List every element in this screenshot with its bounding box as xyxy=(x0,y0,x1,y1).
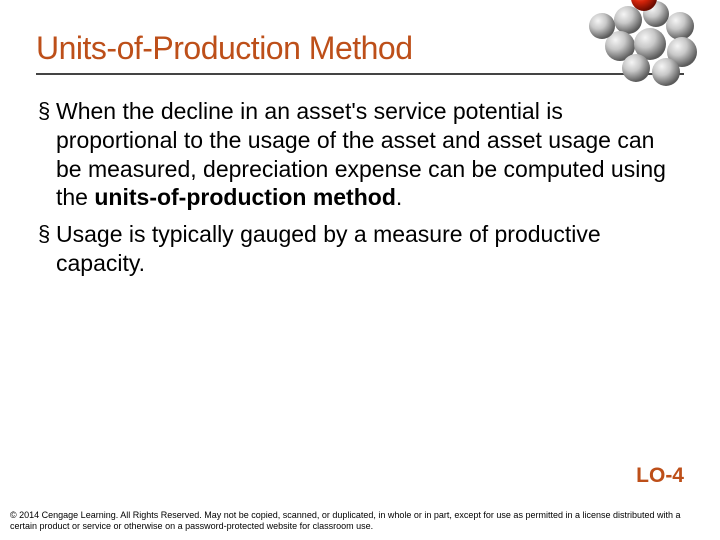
bullet-item: When the decline in an asset's service p… xyxy=(38,97,678,212)
bullet-text: . xyxy=(396,184,402,210)
bullet-item: Usage is typically gauged by a measure o… xyxy=(38,220,678,278)
title-underline xyxy=(36,73,684,75)
learning-objective-tag: LO-4 xyxy=(636,464,684,488)
bullet-bold-term: units-of-production method xyxy=(94,184,396,210)
bullet-text: Usage is typically gauged by a measure o… xyxy=(56,221,601,276)
bullet-list: When the decline in an asset's service p… xyxy=(36,97,684,278)
slide-title: Units-of-Production Method xyxy=(36,30,684,67)
sphere-silver-icon xyxy=(643,1,669,27)
slide-container: Units-of-Production Method When the decl… xyxy=(0,0,720,540)
sphere-red-icon xyxy=(631,0,657,11)
copyright-notice: © 2014 Cengage Learning. All Rights Rese… xyxy=(10,510,710,532)
